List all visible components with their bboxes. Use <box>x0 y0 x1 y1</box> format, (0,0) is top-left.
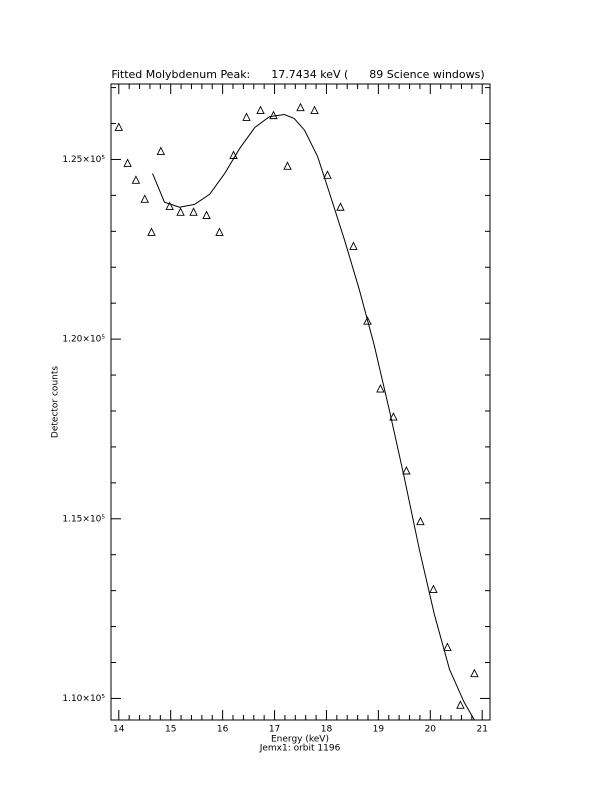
x-tick-label: 16 <box>217 725 229 735</box>
chart-title: Fitted Molybdenum Peak: 17.7434 keV ( 89… <box>111 68 484 81</box>
data-point <box>114 122 124 131</box>
data-point <box>363 316 372 325</box>
data-point <box>283 161 292 170</box>
data-point <box>189 207 198 216</box>
data-point <box>123 158 132 167</box>
data-point <box>349 241 358 250</box>
data-point <box>269 110 278 120</box>
data-point <box>215 227 224 236</box>
data-point <box>456 700 465 709</box>
footer: Jemx1: orbit 1196 <box>259 744 341 754</box>
data-point <box>323 170 332 179</box>
x-tick-label: 18 <box>321 725 333 735</box>
x-tick-label: 14 <box>113 725 125 735</box>
data-point <box>443 642 452 651</box>
data-point <box>470 668 479 678</box>
x-tick-label: 15 <box>165 725 176 735</box>
data-point <box>336 202 345 211</box>
data-point <box>202 210 211 219</box>
x-axis-label: Energy (keV) <box>271 735 329 745</box>
y-axis-label: Detector counts <box>51 366 61 438</box>
y-tick-label: 1.20×10⁵ <box>62 335 105 345</box>
plot-frame <box>110 83 491 721</box>
y-tick-label: 1.15×10⁵ <box>62 514 105 524</box>
data-point <box>256 105 265 115</box>
data-point <box>296 102 305 112</box>
data-point <box>140 194 149 203</box>
data-point <box>310 105 319 115</box>
data-point <box>389 412 398 421</box>
data-point <box>131 175 141 184</box>
y-tick-label: 1.25×10⁵ <box>62 155 105 165</box>
data-point <box>147 227 156 236</box>
fit-curve <box>152 114 475 720</box>
data-point <box>416 516 425 526</box>
x-tick-label: 19 <box>373 725 385 735</box>
data-point <box>376 384 385 393</box>
x-tick-label: 20 <box>425 725 437 735</box>
data-point <box>156 146 166 156</box>
data-point <box>242 112 251 121</box>
x-tick-label: 21 <box>476 725 487 735</box>
data-point <box>165 201 174 210</box>
data-point <box>402 465 411 475</box>
data-point <box>176 207 185 216</box>
x-tick-label: 17 <box>269 725 280 735</box>
y-tick-label: 1.10×10⁵ <box>62 694 105 704</box>
data-point <box>429 584 438 594</box>
